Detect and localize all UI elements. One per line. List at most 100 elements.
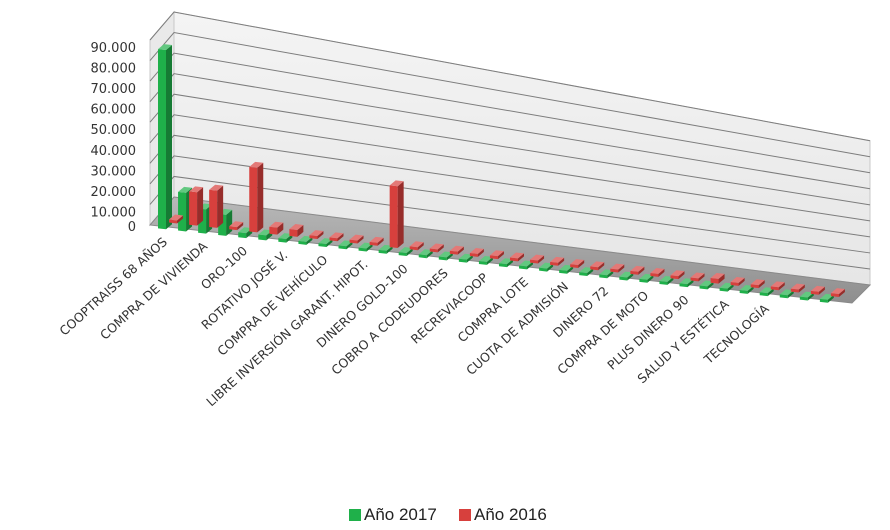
legend-label: Año 2016 xyxy=(474,505,547,524)
bar-side xyxy=(598,262,605,271)
bar xyxy=(429,243,444,253)
bar-top xyxy=(418,249,433,256)
bar xyxy=(349,234,364,244)
bar-front xyxy=(799,296,808,301)
bar xyxy=(710,272,725,284)
bar-side xyxy=(587,268,594,277)
bar-front xyxy=(169,219,178,224)
bar-side xyxy=(377,237,384,246)
bar-side xyxy=(758,280,765,289)
bar xyxy=(610,263,625,273)
bar-front xyxy=(158,49,166,230)
bar xyxy=(719,282,734,292)
bar xyxy=(550,256,565,266)
x-category-label: LIBRE INVERSIÓN GARANT. HIPOT. xyxy=(203,256,370,409)
bar-front xyxy=(269,226,278,235)
bar xyxy=(438,251,453,261)
bar xyxy=(739,284,754,294)
bar-top xyxy=(378,244,393,251)
bar xyxy=(690,272,705,282)
bar xyxy=(498,258,513,268)
bar-side xyxy=(477,248,484,257)
bar-side xyxy=(497,251,504,260)
bar-side xyxy=(417,242,424,251)
bar xyxy=(810,285,825,295)
bar xyxy=(318,238,333,248)
bar-top xyxy=(338,240,353,247)
bar xyxy=(799,291,814,301)
bar xyxy=(539,262,554,272)
bar xyxy=(369,236,384,246)
bar-side xyxy=(446,252,453,261)
bar-top xyxy=(559,264,574,271)
bar xyxy=(779,289,794,299)
bar-top xyxy=(189,186,204,193)
bar-top xyxy=(650,268,665,274)
bar-side xyxy=(807,292,814,301)
bar xyxy=(209,184,224,228)
bar-top xyxy=(739,284,754,291)
bar-top xyxy=(238,227,253,234)
bar-front xyxy=(759,292,768,297)
bar-top xyxy=(710,272,725,279)
bar-top xyxy=(579,267,594,274)
bar xyxy=(679,278,694,288)
bar-top xyxy=(519,260,534,267)
bar-front xyxy=(579,272,588,277)
bar-side xyxy=(306,236,313,245)
bar-front xyxy=(619,276,628,281)
bar-top xyxy=(178,186,193,193)
bar-front xyxy=(449,250,458,255)
bar-front xyxy=(670,275,679,280)
bar-top xyxy=(398,247,413,253)
bar-side xyxy=(357,235,364,244)
bar-front xyxy=(639,278,648,283)
bar-top xyxy=(409,241,424,248)
bar-top xyxy=(510,252,525,259)
bar-side xyxy=(538,255,545,264)
bar xyxy=(639,273,654,283)
bar xyxy=(650,268,665,277)
bar-top xyxy=(169,214,184,221)
bar-top xyxy=(599,269,614,276)
bar-side xyxy=(718,273,725,284)
bar-front xyxy=(498,263,507,268)
bar xyxy=(699,280,714,290)
bar-front xyxy=(550,261,559,266)
bar-top xyxy=(770,281,785,288)
bar-top xyxy=(458,253,473,260)
bar-top xyxy=(269,221,284,228)
bar-top xyxy=(349,234,364,241)
bar-top xyxy=(498,258,513,265)
bar-side xyxy=(647,274,654,283)
bar-top xyxy=(570,259,585,266)
bar-front xyxy=(790,288,799,293)
bar xyxy=(398,247,413,256)
bar-top xyxy=(258,229,273,236)
bar-top xyxy=(779,289,794,296)
bar-side xyxy=(317,231,324,240)
bar-front xyxy=(779,294,788,299)
bar-side xyxy=(687,279,694,288)
bar-front xyxy=(178,191,187,232)
bar-front xyxy=(750,284,759,289)
bar-side xyxy=(366,243,373,252)
y-tick-label: 10.000 xyxy=(91,205,137,220)
bar-side xyxy=(166,45,172,230)
y-tick-label: 50.000 xyxy=(91,123,137,138)
bar-side xyxy=(437,244,444,253)
bar-side xyxy=(827,294,834,303)
bar-front xyxy=(690,277,699,282)
bar-side xyxy=(486,256,493,265)
bar xyxy=(469,247,484,257)
bar-top xyxy=(539,262,554,269)
bar-front xyxy=(418,254,427,259)
bar-top xyxy=(719,282,734,289)
bar-side xyxy=(667,276,674,285)
bar-top xyxy=(298,235,313,242)
bar-front xyxy=(630,270,639,275)
bar-top xyxy=(550,256,565,263)
bar-front xyxy=(289,229,298,237)
bar-side xyxy=(567,265,574,274)
bar-top xyxy=(619,271,634,278)
